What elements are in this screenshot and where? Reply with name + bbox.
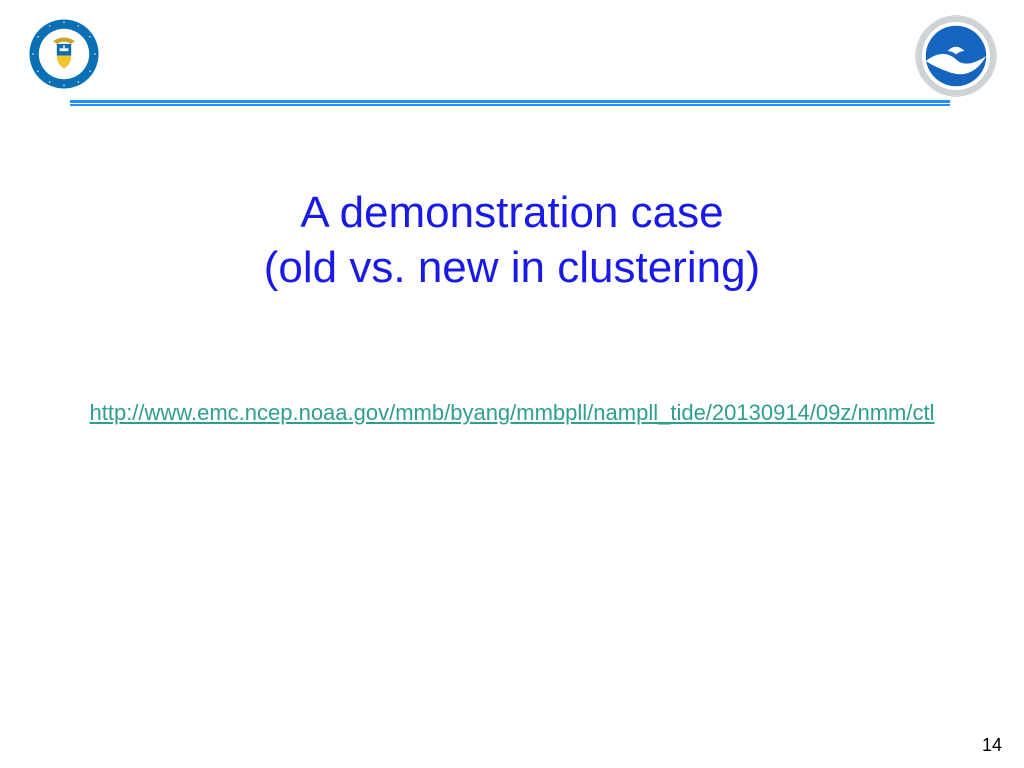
title-line-1: A demonstration case (0, 185, 1024, 240)
title-line-2: (old vs. new in clustering) (0, 240, 1024, 295)
slide-title: A demonstration case (old vs. new in clu… (0, 185, 1024, 295)
slide: noaa A demonstration case (old vs. new i… (0, 0, 1024, 768)
reference-link-container: http://www.emc.ncep.noaa.gov/mmb/byang/m… (0, 400, 1024, 426)
reference-link[interactable]: http://www.emc.ncep.noaa.gov/mmb/byang/m… (90, 400, 935, 425)
header-divider (70, 100, 950, 106)
svg-text:noaa: noaa (947, 29, 965, 38)
doc-seal-icon (28, 18, 100, 95)
page-number: 14 (982, 735, 1002, 756)
noaa-logo-icon: noaa (914, 14, 998, 103)
